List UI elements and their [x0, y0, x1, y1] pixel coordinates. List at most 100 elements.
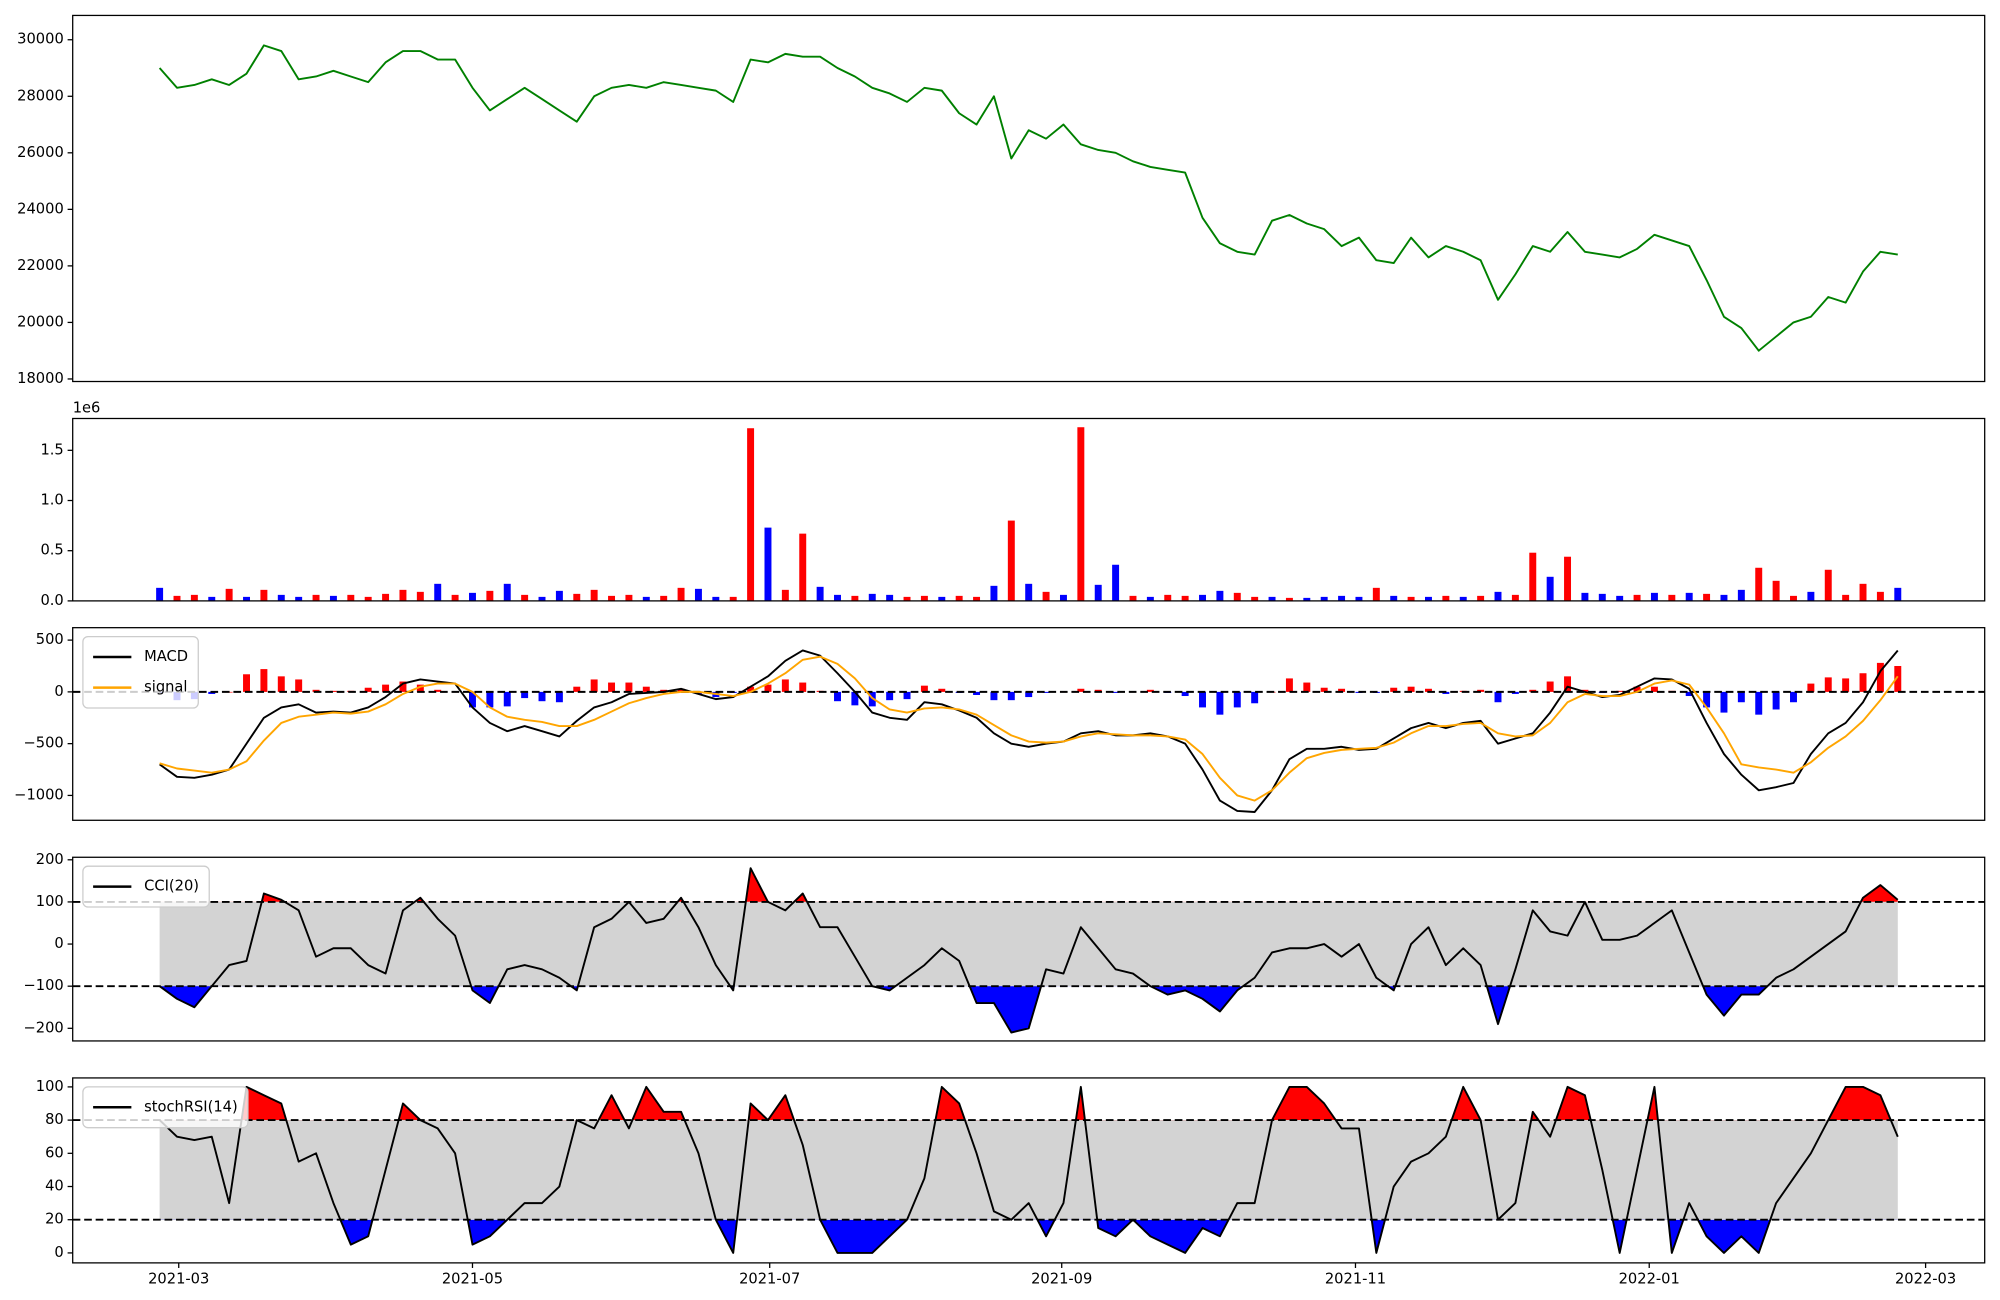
- y-tick-label: −500: [24, 735, 64, 752]
- y-tick-label: 0.0: [40, 592, 63, 609]
- bar: [1199, 594, 1206, 601]
- panel: −200 −100 0 100 200: [24, 851, 1986, 1042]
- bar: [312, 594, 320, 601]
- legend-label: signal: [144, 679, 187, 696]
- x-tick-label: 2021-03: [148, 1270, 209, 1287]
- bar: [1407, 686, 1415, 692]
- bar: [573, 686, 581, 692]
- bar: [816, 586, 824, 601]
- plot-frame: [72, 417, 1986, 602]
- y-tick-label: 500: [36, 631, 64, 648]
- y-tick-label: 100: [36, 1078, 64, 1095]
- y-tick-label: 100: [36, 893, 64, 910]
- bar: [1442, 691, 1450, 694]
- bar: [764, 684, 772, 692]
- bar: [486, 691, 494, 708]
- y-tick-label: −100: [24, 977, 64, 994]
- bar: [903, 596, 911, 601]
- bar: [521, 691, 529, 699]
- bar: [590, 589, 598, 601]
- bar: [1494, 691, 1502, 703]
- bar: [851, 595, 859, 601]
- bar: [243, 674, 250, 692]
- bar: [260, 589, 268, 601]
- bar: [1824, 569, 1832, 601]
- bar: [712, 596, 720, 601]
- y-tick-label: 18000: [17, 370, 64, 387]
- bar: [642, 596, 650, 601]
- y-tick-label: 80: [45, 1111, 64, 1128]
- bar: [1650, 686, 1658, 692]
- bar: [1233, 592, 1241, 601]
- bar: [868, 593, 876, 601]
- legend-box: [82, 1086, 249, 1129]
- bar: [851, 691, 859, 706]
- bar: [1112, 691, 1120, 693]
- bar: [1320, 596, 1328, 601]
- bar: [1094, 689, 1102, 692]
- legend: stochRSI(14): [82, 1086, 249, 1129]
- bar: [312, 689, 320, 692]
- bar: [521, 594, 529, 601]
- bar: [1042, 591, 1050, 601]
- threshold-fill: [159, 1086, 1898, 1121]
- bar: [469, 592, 476, 601]
- bar: [764, 527, 772, 601]
- bar: [1598, 593, 1606, 601]
- bar: [1737, 691, 1745, 703]
- legend: CCI(20): [82, 865, 210, 908]
- legend-box: [82, 865, 210, 908]
- bar: [781, 679, 789, 692]
- bar: [1025, 583, 1033, 601]
- bar: [1876, 662, 1884, 692]
- bar: [1616, 595, 1624, 601]
- bar: [208, 596, 216, 601]
- bar: [486, 590, 494, 601]
- y-tick-label: 20000: [17, 313, 64, 330]
- y-tick-label: 0: [54, 1244, 63, 1261]
- bar: [1650, 592, 1658, 601]
- bar: [1216, 691, 1224, 715]
- bar: [364, 687, 372, 692]
- bar: [1790, 691, 1797, 703]
- bar: [608, 682, 616, 692]
- y-tick-label: 0: [54, 935, 63, 952]
- bar: [1685, 691, 1693, 697]
- bar: [555, 691, 563, 703]
- bar: [990, 585, 998, 601]
- bar: [1251, 596, 1259, 601]
- bar: [295, 679, 303, 692]
- bar: [399, 589, 407, 601]
- y-tick-label: 0.5: [40, 542, 63, 559]
- bar: [156, 587, 164, 601]
- bar: [938, 596, 946, 601]
- y-tick-label: 1.0: [40, 492, 63, 509]
- bar: [1129, 595, 1137, 601]
- bar: [903, 691, 911, 700]
- plot-frame: [72, 14, 1986, 383]
- threshold-fill: [159, 986, 1898, 1033]
- bar: [382, 684, 390, 692]
- bar: [660, 689, 668, 692]
- x-tick-label: 2021-07: [739, 1270, 800, 1287]
- line: [159, 867, 1899, 1034]
- bar: [1199, 691, 1206, 708]
- bar: [1338, 595, 1346, 601]
- panel: 18000 20000 22000 24000 26000 28000 30000: [17, 14, 1986, 387]
- bar: [1616, 690, 1624, 692]
- bar: [1546, 576, 1554, 601]
- line: [158, 44, 1898, 352]
- bar: [1251, 691, 1259, 704]
- bar: [1824, 677, 1832, 692]
- bar: [1372, 587, 1380, 601]
- bar: [1703, 593, 1711, 601]
- bar: [295, 596, 303, 601]
- bar: [1407, 596, 1415, 601]
- bar: [973, 691, 981, 695]
- bar: [1303, 682, 1311, 692]
- panel: 0.0 0.5 1.0 1.5 1e6: [40, 399, 1986, 609]
- bar: [1894, 587, 1902, 601]
- bar: [1077, 688, 1085, 692]
- bar: [973, 596, 981, 601]
